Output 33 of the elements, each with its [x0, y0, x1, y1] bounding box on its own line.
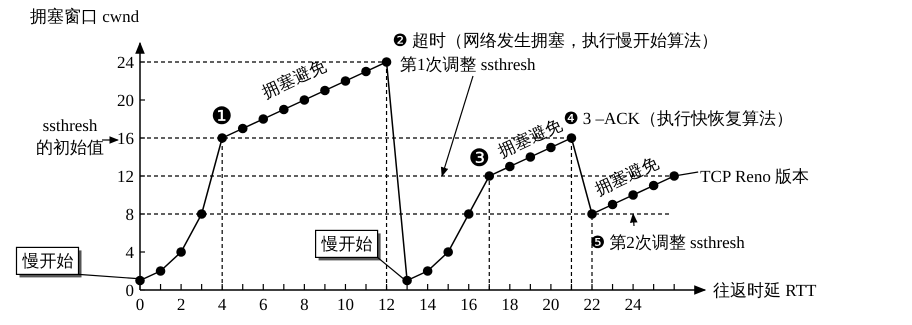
x-tick-label: 16 [460, 295, 478, 314]
x-tick-label: 6 [259, 295, 268, 314]
annotation: 拥塞避免 [592, 153, 662, 199]
x-tick-label: 12 [378, 295, 396, 314]
x-tick-label: 4 [218, 295, 227, 314]
y-tick-label: 20 [117, 91, 134, 110]
y-tick-label: 16 [117, 129, 134, 148]
x-tick-label: 8 [300, 295, 309, 314]
annotation: ❹ 3 –ACK（执行快恢复算法） [563, 109, 793, 128]
x-tick-label: 14 [419, 295, 437, 314]
x-tick-label: 10 [336, 295, 354, 314]
annotation: 拥塞避免 [259, 56, 329, 102]
x-tick-label: 24 [624, 295, 642, 314]
annotation: ❷ 超时（网络发生拥塞，执行慢开始算法） [392, 31, 718, 50]
ref-line-label: ❺ 第2次调整 ssthresh [590, 233, 746, 252]
x-tick-label: 2 [176, 295, 186, 314]
annotation: 慢开始 [22, 251, 74, 270]
x-tick-label: 22 [584, 295, 600, 314]
y-tick-label: 0 [126, 281, 134, 300]
x-tick-label: 20 [542, 295, 560, 314]
annotation: ❶ [211, 104, 234, 130]
annotation: ❸ [468, 146, 490, 172]
x-tick-label: 18 [501, 295, 518, 314]
ref-line-label: ssthresh 的初始值 [36, 116, 104, 158]
ref-line-label: 第1次调整 ssthresh [400, 55, 536, 74]
y-tick-label: 8 [126, 205, 134, 224]
y-tick-label: 4 [126, 243, 134, 262]
annotation: 慢开始 [320, 234, 373, 254]
y-tick-label: 12 [117, 167, 134, 186]
y-tick-label: 24 [117, 53, 134, 72]
annotation: TCP Reno 版本 [700, 167, 810, 186]
x-axis-title: 往返时延 RTT [713, 281, 817, 300]
y-axis-title: 拥塞窗口 cwnd [30, 7, 140, 26]
